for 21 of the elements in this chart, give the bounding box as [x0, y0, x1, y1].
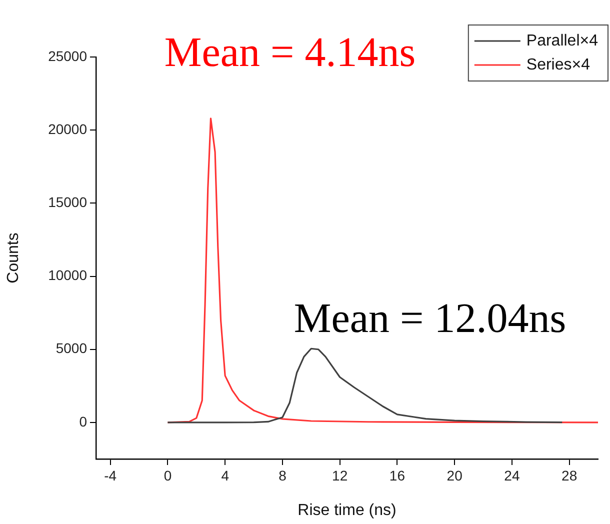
- x-tick-label: 24: [504, 467, 520, 484]
- x-tick-label: 16: [389, 467, 406, 484]
- legend-label: Parallel×4: [526, 32, 598, 50]
- y-tick-label: 15000: [48, 194, 88, 210]
- y-tick-label: 25000: [48, 48, 88, 64]
- y-tick-label: 0: [79, 413, 88, 430]
- y-axis-title: Counts: [5, 232, 22, 284]
- x-axis-title: Rise time (ns): [298, 502, 396, 519]
- x-tick-label: 20: [446, 467, 463, 484]
- x-tick-label: -4: [104, 467, 117, 484]
- x-tick-label: 8: [278, 467, 287, 484]
- annotation: Mean = 4.14ns: [164, 30, 416, 76]
- y-tick-label: 5000: [56, 340, 88, 356]
- x-tick-label: 0: [164, 467, 172, 484]
- legend-label: Series×4: [526, 56, 590, 74]
- y-tick-label: 10000: [48, 267, 88, 284]
- x-tick-label: 12: [332, 467, 348, 484]
- x-tick-label: 28: [562, 467, 578, 484]
- annotation: Mean = 12.04ns: [294, 296, 566, 342]
- y-tick-label: 20000: [48, 120, 88, 137]
- x-tick-label: 4: [221, 467, 230, 484]
